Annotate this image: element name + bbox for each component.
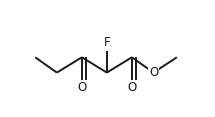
Text: F: F bbox=[104, 36, 110, 49]
Text: O: O bbox=[149, 66, 158, 79]
Text: O: O bbox=[77, 81, 86, 94]
Text: O: O bbox=[127, 81, 137, 94]
